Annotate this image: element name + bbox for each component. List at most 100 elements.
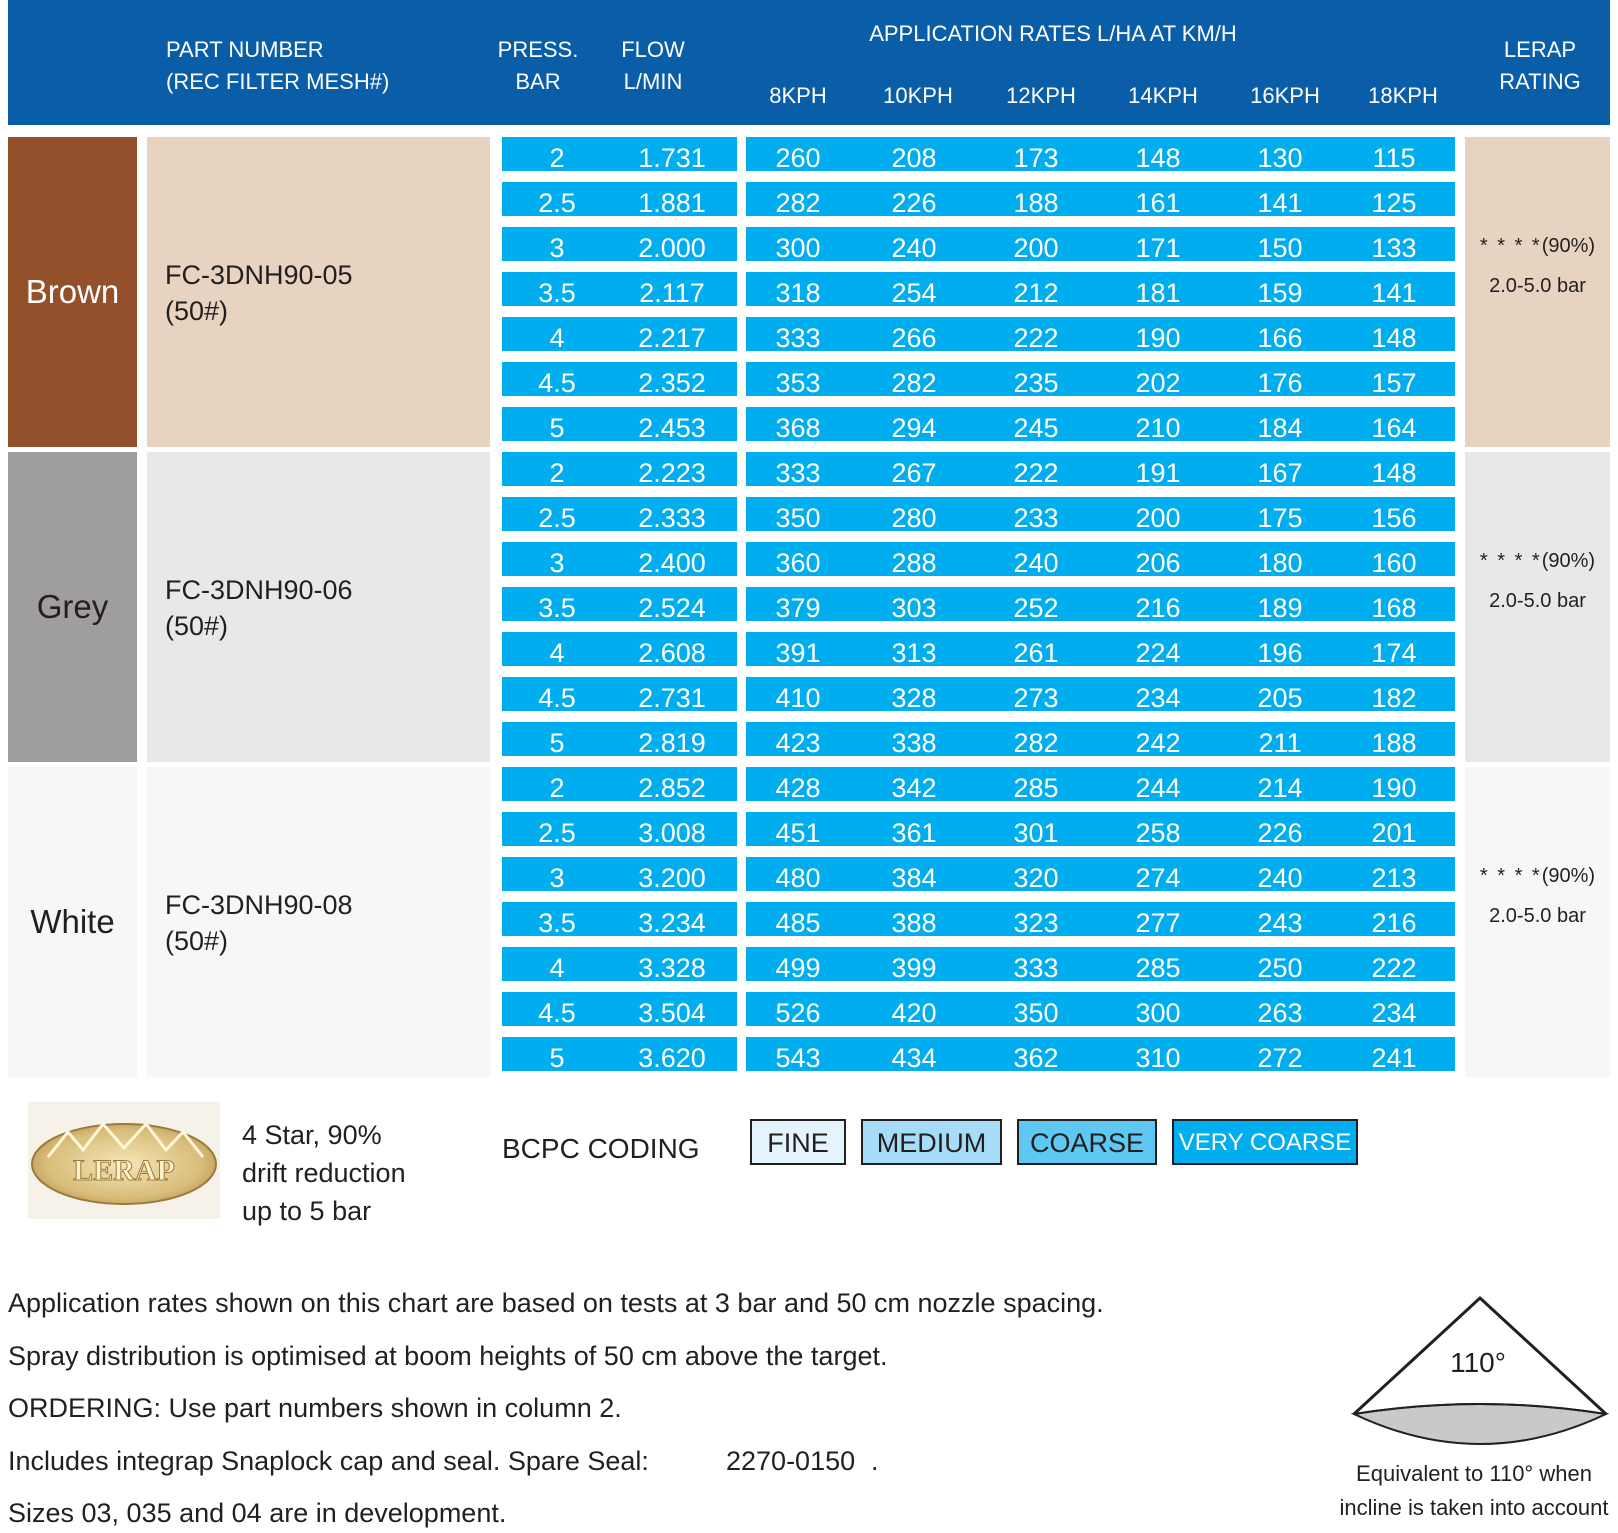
application-rate-cell: 130 [1257,143,1303,173]
pressure-cell: 2 [549,458,565,488]
application-rate-cell: 222 [1371,953,1417,983]
header-speed: 8KPH [769,83,827,108]
application-rate-cell: 190 [1371,773,1417,803]
application-rate-cell: 333 [775,323,821,353]
application-rate-row: 368 294 245 210 184 164 [746,407,1455,443]
application-rate-cell: 288 [891,548,937,578]
application-rate-cell: 410 [775,683,821,713]
application-rate-cell: 368 [775,413,821,443]
pressure-cell: 2.5 [538,503,576,533]
application-rate-cell: 384 [891,863,937,893]
flow-cell: 2.000 [638,233,706,263]
application-rate-cell: 211 [1258,728,1302,758]
flow-cell: 1.881 [638,188,706,218]
flow-cell: 3.234 [638,908,706,938]
table-row: 2.5 1.881 [502,182,737,218]
application-rate-cell: 213 [1371,863,1417,893]
application-rate-cell: 328 [891,683,937,713]
flow-cell: 2.524 [638,593,706,623]
application-rate-cell: 294 [891,413,937,443]
pressure-cell: 3.5 [538,278,576,308]
part-number-panel: FC-3DNH90-05 (50#) [147,137,490,447]
pressure-cell: 3.5 [538,908,576,938]
application-rate-row: 379 303 252 216 189 168 [746,587,1455,623]
lerap-stars: * * * * [1479,550,1542,572]
application-rate-cell: 214 [1257,773,1303,803]
note-spare-seal: Includes integrap Snaplock cap and seal.… [8,1446,649,1476]
lerap-percent: (90%) [1541,865,1596,887]
header-application-rates: APPLICATION RATES L/HA AT KM/H [869,21,1237,46]
application-rate-cell: 434 [891,1043,937,1073]
pressure-cell: 4 [549,323,565,353]
application-rate-cell: 353 [775,368,821,398]
application-rate-cell: 141 [1257,188,1303,218]
application-rate-cell: 323 [1013,908,1059,938]
header-lerap-rating: LERAP RATING [1499,37,1581,94]
application-rate-cell: 150 [1257,233,1303,263]
application-rate-cell: 362 [1013,1043,1059,1073]
part-number-panel: FC-3DNH90-08 (50#) [147,767,490,1077]
application-rate-cell: 320 [1013,863,1059,893]
flow-cell: 2.117 [639,278,705,308]
application-rate-cell: 300 [1135,998,1181,1028]
color-name: Brown [25,273,120,310]
application-rate-cell: 148 [1371,323,1417,353]
application-rate-cell: 115 [1372,143,1416,173]
header-part-number: PART NUMBER (REC FILTER MESH#) [166,37,390,94]
header-press: PRESS. BAR [497,37,579,94]
application-rate-cell: 189 [1257,593,1303,623]
header-speed: 12KPH [1006,83,1076,108]
pressure-cell: 5 [549,413,565,443]
application-rate-cell: 216 [1135,593,1181,623]
application-rate-cell: 258 [1135,818,1181,848]
color-name: White [30,903,115,940]
flow-cell: 3.504 [638,998,706,1028]
header-flow: FLOW L/MIN [621,37,685,94]
pressure-cell: 3 [549,548,565,578]
lerap-stars: * * * * [1479,235,1542,257]
spray-angle-label: 110° [1450,1347,1506,1378]
application-rate-cell: 173 [1013,143,1059,173]
application-rate-cell: 272 [1257,1043,1303,1073]
application-rate-cell: 313 [891,638,937,668]
lerap-pressure-range: 2.0-5.0 bar [1489,275,1586,297]
pressure-cell: 2 [549,143,565,173]
header-speed: 14KPH [1128,83,1198,108]
pressure-cell: 4 [549,638,565,668]
application-rate-cell: 176 [1257,368,1303,398]
application-rate-row: 282 226 188 161 141 125 [746,182,1455,218]
table-row: 2 2.852 [502,767,737,803]
flow-cell: 3.328 [638,953,706,983]
table-header: PART NUMBER (REC FILTER MESH#) PRESS. BA… [8,0,1610,125]
lerap-stars-line: * * * *(90%) [1465,235,1610,258]
pressure-cell: 2.5 [538,818,576,848]
part-number: FC-3DNH90-06 (50#) [165,575,353,641]
application-rate-cell: 222 [1013,323,1059,353]
application-rate-cell: 226 [1257,818,1303,848]
application-rate-cell: 333 [775,458,821,488]
application-rate-cell: 303 [891,593,937,623]
application-rate-row: 333 266 222 190 166 148 [746,317,1455,353]
lerap-pressure-range: 2.0-5.0 bar [1489,590,1586,612]
pressure-cell: 4.5 [538,368,576,398]
flow-cell: 3.620 [638,1043,706,1073]
application-rate-cell: 188 [1371,728,1417,758]
note-ordering: ORDERING: Use part numbers shown in colu… [8,1393,622,1423]
application-rate-cell: 300 [775,233,821,263]
application-rate-cell: 205 [1257,683,1303,713]
flow-cell: 2.352 [638,368,706,398]
pressure-cell: 3 [549,863,565,893]
part-number: FC-3DNH90-05 (50#) [165,260,353,326]
table-row: 4.5 2.352 [502,362,737,398]
table-row: 4 3.328 [502,947,737,983]
application-rate-cell: 420 [891,998,937,1028]
application-rate-cell: 274 [1135,863,1181,893]
application-rate-cell: 159 [1257,278,1303,308]
application-rate-cell: 206 [1135,548,1181,578]
lerap-rating-panel: * * * *(90%) 2.0-5.0 bar [1465,452,1610,762]
table-row: 4 2.608 [502,632,737,668]
application-rate-cell: 391 [775,638,821,668]
table-row: 4 2.217 [502,317,737,353]
flow-cell: 2.400 [638,548,706,578]
application-rate-cell: 240 [1257,863,1303,893]
